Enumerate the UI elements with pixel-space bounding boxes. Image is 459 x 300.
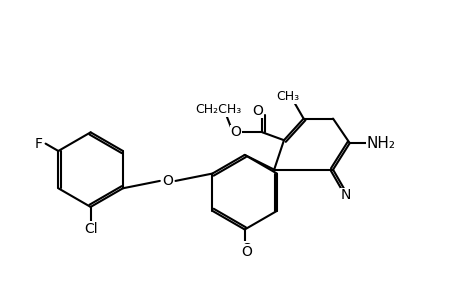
Text: N: N [340,188,350,202]
Text: O: O [162,174,173,188]
Text: Cl: Cl [84,221,97,236]
Text: O: O [230,125,241,139]
Text: NH₂: NH₂ [366,136,395,151]
Text: CH₃: CH₃ [276,90,299,104]
Text: F: F [34,136,43,151]
Text: O: O [241,245,252,259]
Text: CH₂CH₃: CH₂CH₃ [195,103,241,116]
Text: O: O [252,104,263,118]
Text: O: O [241,242,252,256]
